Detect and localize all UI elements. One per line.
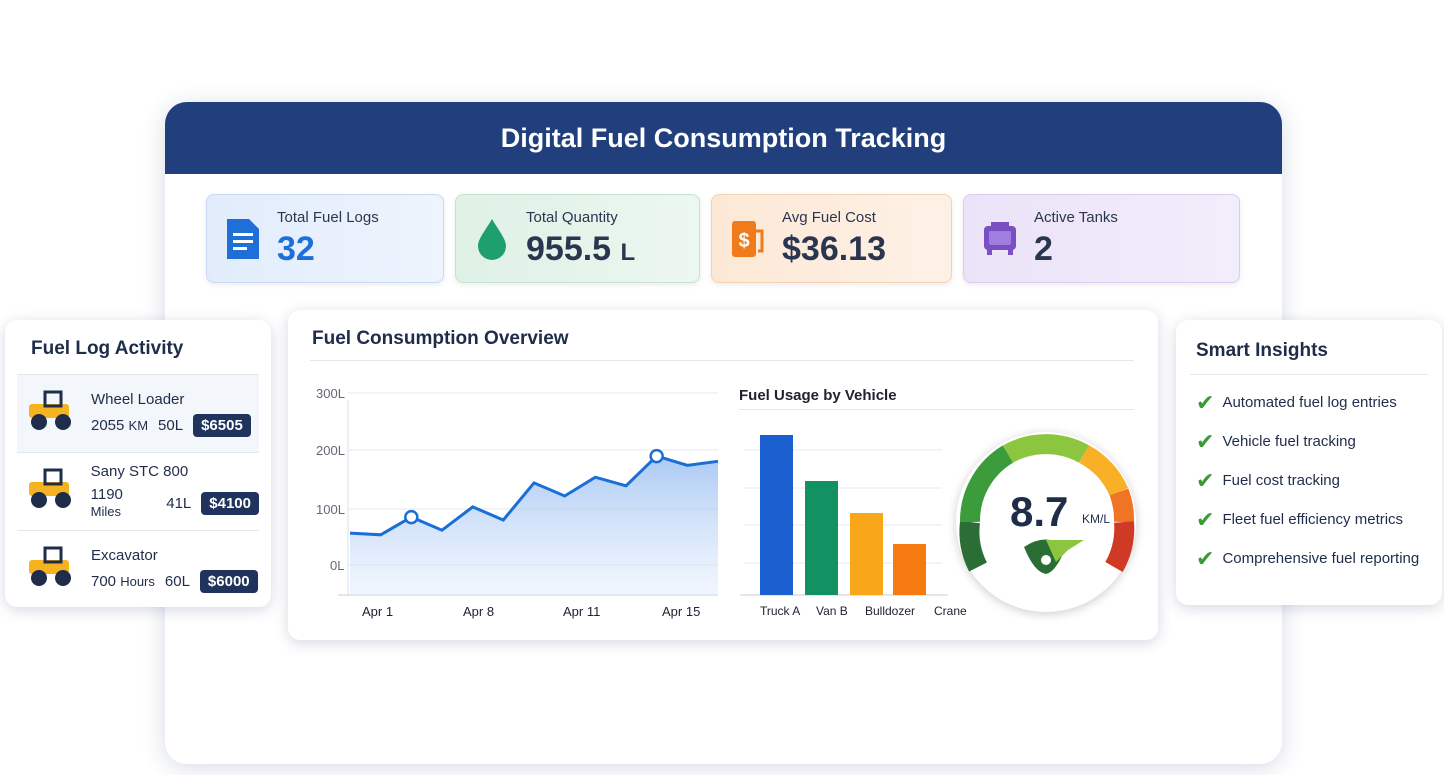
x-tick: Apr 11: [563, 604, 601, 619]
efficiency-gauge: 8.7 KM/L: [956, 432, 1136, 612]
fuel-pump-icon: $: [728, 216, 768, 262]
bar-chart-title: Fuel Usage by Vehicle: [739, 387, 897, 404]
distance-unit: KM: [128, 417, 149, 433]
x-tick: Apr 15: [662, 604, 701, 619]
insight-text: Fuel cost tracking: [1222, 472, 1340, 489]
x-tick: Apr 1: [362, 604, 394, 619]
quantity: 41L: [166, 494, 192, 512]
insight-item: ✔ Fleet fuel efficiency metrics: [1176, 500, 1442, 539]
stat-label: Total Quantity: [526, 208, 618, 226]
y-tick: 200L: [316, 443, 345, 458]
stat-label: Active Tanks: [1034, 208, 1118, 226]
excavator-icon: [25, 468, 81, 515]
stat-label: Avg Fuel Cost: [782, 208, 876, 226]
gauge-value: 8.7: [1010, 488, 1069, 535]
y-tick: 0L: [330, 558, 345, 573]
fuel-consumption-overview-card: Fuel Consumption Overview 300L 200L 100L…: [288, 310, 1158, 640]
stat-total-fuel-logs: Total Fuel Logs 32: [206, 194, 444, 283]
skid-loader-icon: [25, 546, 81, 593]
bar-label: Bulldozer: [865, 604, 916, 618]
tank-icon: [980, 216, 1020, 262]
smart-insights-card: Smart Insights ✔ Automated fuel log entri…: [1176, 320, 1442, 605]
distance: 700: [91, 572, 117, 590]
insight-text: Vehicle fuel tracking: [1222, 433, 1356, 450]
vehicle-name: Excavator: [91, 546, 158, 564]
quantity: 60L: [164, 572, 190, 590]
bar: [893, 544, 926, 595]
gauge-unit: KM/L: [1082, 512, 1111, 526]
insight-item: ✔ Comprehensive fuel reporting: [1176, 539, 1442, 578]
distance-unit: Hours: [120, 573, 155, 589]
stat-value: 2: [1034, 229, 1053, 268]
page-title: Digital Fuel Consumption Tracking: [165, 102, 1282, 174]
y-tick: 100L: [316, 502, 345, 517]
droplet-icon: [472, 216, 512, 262]
wheel-loader-icon: [25, 390, 81, 437]
bar-chart: [740, 435, 948, 596]
check-icon: ✔: [1196, 545, 1215, 571]
stat-label: Total Fuel Logs: [277, 208, 379, 226]
insight-text: Automated fuel log entries: [1222, 394, 1397, 411]
data-point: [649, 448, 664, 464]
stat-active-tanks: Active Tanks 2: [963, 194, 1240, 283]
bar: [760, 435, 793, 595]
stat-total-quantity: Total Quantity 955.5 L: [455, 194, 700, 283]
y-tick: 300L: [316, 386, 345, 401]
document-icon: [223, 216, 263, 262]
check-icon: ✔: [1196, 428, 1215, 454]
insight-text: Comprehensive fuel reporting: [1222, 550, 1420, 567]
bar-label: Truck A: [760, 604, 801, 618]
stat-avg-fuel-cost: $ Avg Fuel Cost $36.13: [711, 194, 952, 283]
stat-value: 32: [277, 229, 315, 268]
activity-item[interactable]: Excavator 700 Hours 60L $6000: [17, 530, 259, 608]
bar: [805, 481, 838, 595]
activity-item[interactable]: Wheel Loader 2055 KM 50L $6505: [17, 374, 259, 452]
insight-item: ✔ Fuel cost tracking: [1176, 461, 1442, 500]
line-chart: [338, 392, 719, 596]
data-point: [404, 509, 419, 525]
quantity: 50L: [158, 416, 184, 434]
check-icon: ✔: [1196, 467, 1215, 493]
bar-label: Van B: [816, 604, 848, 618]
vehicle-name: Wheel Loader: [91, 390, 185, 408]
insight-text: Fleet fuel efficiency metrics: [1222, 511, 1404, 528]
distance: 1190: [90, 486, 123, 503]
card-title: Fuel Log Activity: [31, 338, 184, 359]
check-icon: ✔: [1196, 389, 1215, 415]
stat-unit: L: [620, 238, 636, 266]
line-area: [350, 456, 718, 595]
cost-badge: $4100: [201, 491, 259, 515]
activity-item[interactable]: Sany STC 800 1190 Miles 41L $4100: [17, 452, 259, 530]
bar-label: Crane: [934, 604, 967, 618]
bar: [850, 513, 883, 595]
fuel-log-activity-card: Fuel Log Activity Wheel Loader 2055 KM 5…: [5, 320, 271, 607]
svg-text:$: $: [738, 230, 749, 252]
card-title: Fuel Consumption Overview: [312, 328, 569, 349]
insight-item: ✔ Automated fuel log entries: [1176, 383, 1442, 422]
insight-item: ✔ Vehicle fuel tracking: [1176, 422, 1442, 461]
cost-badge: $6000: [199, 569, 258, 593]
gauge-needle-icon: [1024, 539, 1084, 574]
card-title: Smart Insights: [1196, 340, 1328, 361]
stat-value: $36.13: [782, 229, 886, 268]
vehicle-name: Sany STC 800: [90, 463, 189, 480]
check-icon: ✔: [1196, 506, 1215, 532]
stat-value: 955.5: [526, 229, 612, 268]
x-tick: Apr 8: [463, 604, 495, 619]
distance-unit: Miles: [90, 504, 121, 519]
distance: 2055: [91, 416, 125, 434]
cost-badge: $6505: [193, 413, 251, 437]
